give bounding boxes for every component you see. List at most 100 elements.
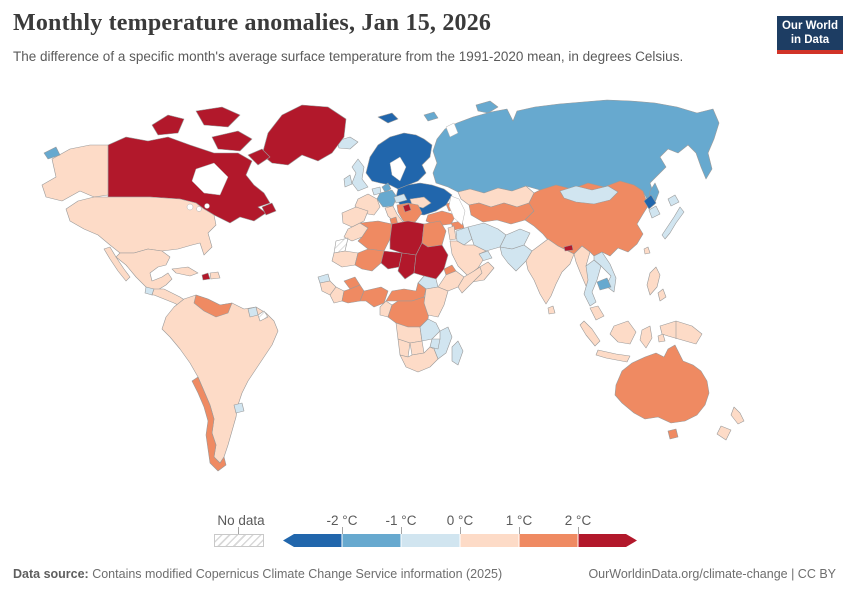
country-bhutan[interactable] (563, 244, 574, 252)
region-benelux[interactable] (371, 186, 382, 196)
island-sulawesi[interactable] (639, 325, 653, 349)
country-dominican-republic[interactable] (209, 271, 221, 280)
country-serbia[interactable] (402, 203, 412, 213)
legend-tick-label-0: -2 °C (326, 513, 358, 528)
country-new-zealand-north[interactable] (730, 406, 745, 425)
legend-tick-1 (401, 527, 402, 534)
country-sudan[interactable] (413, 242, 449, 280)
country-mauritania[interactable] (331, 250, 359, 268)
logo-red-bar (777, 50, 843, 54)
country-saudi-arabia[interactable] (449, 240, 487, 277)
region-western-sahara[interactable] (333, 237, 349, 254)
country-thailand[interactable] (583, 259, 602, 307)
island-tasmania[interactable] (667, 428, 679, 440)
country-somalia[interactable] (457, 266, 483, 294)
country-venezuela[interactable] (193, 294, 233, 318)
world-map (41, 99, 745, 472)
country-philippines-mindanao[interactable] (657, 288, 667, 302)
region-ghana-benin[interactable] (341, 284, 365, 304)
region-levant[interactable] (447, 225, 457, 241)
state-alaska[interactable] (41, 144, 109, 202)
country-niger[interactable] (380, 250, 403, 270)
legend-seg-5[interactable] (578, 534, 637, 547)
country-denmark[interactable] (381, 182, 392, 193)
owid-link[interactable]: OurWorldinData.org/climate-change | CC B… (588, 567, 836, 581)
country-cuba[interactable] (171, 266, 199, 277)
island-new-guinea[interactable] (659, 320, 703, 345)
country-iraq[interactable] (455, 226, 473, 246)
country-south-africa[interactable] (399, 346, 439, 373)
country-chile[interactable] (191, 376, 227, 472)
canada-arctic-island-2[interactable] (195, 106, 241, 128)
country-uruguay[interactable] (233, 402, 245, 414)
country-united-states[interactable] (65, 196, 217, 256)
canada-arctic-island-4[interactable] (247, 148, 271, 166)
legend-seg-3[interactable] (460, 534, 519, 547)
country-philippines-luzon[interactable] (646, 266, 661, 296)
island-moluccas[interactable] (657, 333, 666, 343)
country-madagascar[interactable] (451, 340, 464, 366)
country-mexico[interactable] (115, 248, 173, 292)
country-india[interactable] (525, 238, 575, 305)
country-dr-congo[interactable] (387, 296, 431, 328)
source-text: Contains modified Copernicus Climate Cha… (88, 567, 503, 581)
country-kazakhstan[interactable] (457, 185, 535, 208)
country-suriname[interactable] (247, 306, 259, 318)
region-kenya-tanzania[interactable] (423, 286, 449, 318)
country-mali[interactable] (354, 248, 385, 272)
region-austria-czechia[interactable] (393, 193, 408, 204)
island-java[interactable] (595, 349, 631, 363)
country-haiti[interactable] (201, 272, 211, 281)
legend-seg-1[interactable] (342, 534, 401, 547)
country-south-korea[interactable] (648, 205, 661, 219)
no-data-swatch[interactable] (214, 534, 264, 547)
legend-colorbar (283, 534, 637, 547)
legend-seg-0[interactable] (283, 534, 342, 547)
country-ireland[interactable] (343, 174, 353, 188)
country-zimbabwe[interactable] (429, 338, 441, 350)
region-central-asia[interactable] (468, 202, 535, 225)
page-subtitle: The difference of a specific month's ave… (13, 49, 684, 64)
island-franz-josef[interactable] (423, 111, 439, 122)
country-australia[interactable] (614, 344, 710, 424)
no-data-label: No data (217, 513, 265, 528)
island-novaya-zemlya[interactable] (475, 100, 499, 114)
country-iceland[interactable] (336, 136, 359, 150)
country-taiwan[interactable] (643, 246, 651, 255)
island-borneo[interactable] (609, 320, 637, 345)
peninsula-baja[interactable] (103, 246, 131, 282)
country-north-korea[interactable] (643, 194, 657, 210)
baltic-sea (389, 156, 407, 182)
legend-sep-4 (518, 534, 520, 547)
country-japan-honshu[interactable] (661, 206, 685, 240)
page-title: Monthly temperature anomalies, Jan 15, 2… (13, 10, 492, 36)
region-french-guiana[interactable] (257, 310, 269, 322)
country-mongolia[interactable] (559, 185, 619, 205)
legend-seg-2[interactable] (401, 534, 460, 547)
island-svalbard[interactable] (377, 112, 399, 124)
canada-arctic-island-3[interactable] (211, 130, 253, 152)
island-st-lawrence[interactable] (43, 146, 61, 160)
country-cambodia[interactable] (596, 277, 612, 291)
country-sri-lanka[interactable] (547, 305, 556, 315)
great-lake-3 (204, 203, 210, 209)
owid-logo[interactable]: Our World in Data (777, 16, 843, 54)
legend-tick-label-4: 2 °C (564, 513, 592, 528)
country-japan-hokkaido[interactable] (667, 194, 680, 207)
country-egypt[interactable] (421, 220, 447, 248)
region-balkans[interactable] (396, 202, 423, 228)
region-iberia[interactable] (341, 206, 369, 228)
island-newfoundland[interactable] (261, 202, 277, 216)
source-label: Data source: (13, 567, 89, 581)
island-sumatra[interactable] (579, 320, 601, 347)
country-botswana[interactable] (409, 340, 425, 356)
legend-seg-4[interactable] (519, 534, 578, 547)
legend-sep-2 (400, 534, 402, 547)
region-south-america[interactable] (161, 294, 279, 464)
country-malaysia[interactable] (589, 305, 605, 321)
canada-arctic-island-1[interactable] (151, 114, 185, 136)
country-nigeria[interactable] (359, 286, 389, 308)
country-united-kingdom[interactable] (351, 158, 369, 192)
country-new-zealand-south[interactable] (716, 425, 732, 441)
country-greenland[interactable] (261, 104, 347, 166)
